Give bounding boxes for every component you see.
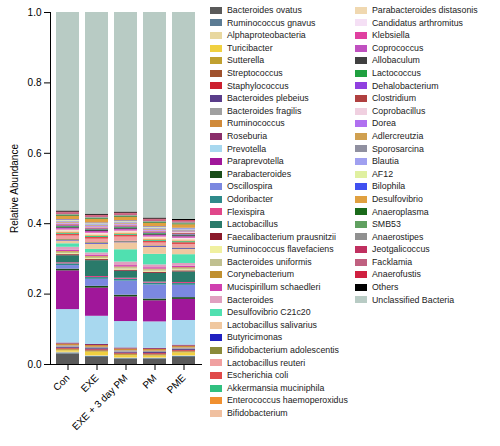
html-text:Klebsiella: Klebsiella (372, 30, 410, 41)
html-text:Parabacteroides distasonis: Parabacteroides distasonis (372, 5, 478, 15)
svg-text:0.2: 0.2 (28, 288, 42, 299)
html-text:Desulfovibrio C21c20: Desulfovibrio C21c20 (227, 307, 311, 318)
html-text:Anaerostipes: Anaerostipes (372, 231, 424, 242)
html-text:Candidatus arthromitus: Candidatus arthromitus (372, 17, 463, 28)
html-text:Anaeroplasma: Anaeroplasma (372, 206, 429, 217)
html-text:Parabacteroides: Parabacteroides (227, 168, 292, 179)
html-text:Bilophila: Bilophila (372, 181, 406, 192)
html-text:Dorea: Dorea (372, 118, 396, 129)
html-text:Jeotgalicoccus: Jeotgalicoccus (372, 244, 430, 255)
svg-text:EXE + 3 day PM: EXE + 3 day PM (70, 372, 130, 432)
html-text:Bacteroides plebeius: Bacteroides plebeius (227, 93, 309, 104)
html-text:Sporosarcina: Sporosarcina (372, 143, 424, 154)
html-text:Escherichia coli: Escherichia coli (227, 370, 289, 381)
html-text:Faecalibacterium prausnitzii: Faecalibacterium prausnitzii (227, 231, 336, 242)
html-text:Bifidobacterium adolescentis: Bifidobacterium adolescentis (227, 345, 339, 355)
html-text:Staphylococcus: Staphylococcus (227, 80, 289, 91)
html-text:Turicibacter: Turicibacter (227, 42, 273, 53)
html-text:Lactobacillus reuteri: Lactobacillus reuteri (227, 357, 306, 368)
svg-text:0.4: 0.4 (28, 218, 42, 229)
html-text:Bacteroides fragilis: Bacteroides fragilis (227, 105, 302, 116)
html-text:Anaerofustis: Anaerofustis (372, 269, 421, 280)
html-text:Unclassified Bacteria: Unclassified Bacteria (372, 294, 455, 305)
html-text:Coprococcus: Coprococcus (372, 42, 424, 53)
html-text:Ruminococcus flavefaciens: Ruminococcus flavefaciens (227, 244, 334, 255)
svg-text:Con: Con (51, 372, 72, 393)
html-text:Bacteroides ovatus: Bacteroides ovatus (227, 5, 302, 15)
svg-text:1.0: 1.0 (28, 7, 42, 18)
html-text:Dehalobacterium: Dehalobacterium (372, 80, 439, 91)
html-text:Adlercreutzia: Adlercreutzia (372, 130, 424, 141)
html-text:Alphaproteobacteria: Alphaproteobacteria (227, 30, 306, 41)
html-text:SMB53: SMB53 (372, 219, 401, 230)
html-text:Streptococcus: Streptococcus (227, 68, 283, 78)
html-text:Corynebacterium: Corynebacterium (227, 269, 294, 280)
html-text:Roseburia: Roseburia (227, 130, 268, 141)
html-text:Desulfovibrio: Desulfovibrio (372, 193, 423, 204)
html-text:Butyricimonas: Butyricimonas (227, 332, 283, 343)
html-text:Lactobacillus salivarius: Lactobacillus salivarius (227, 319, 317, 330)
html-text:Clostridium: Clostridium (372, 93, 416, 104)
svg-text:Relative Abundance: Relative Abundance (9, 144, 20, 233)
html-text:Flexispira: Flexispira (227, 206, 265, 217)
html-text:Enterococcus haemoperoxidus: Enterococcus haemoperoxidus (227, 395, 348, 406)
html-text:Lactococcus: Lactococcus (372, 68, 421, 78)
html-text:Bacteroides uniformis: Bacteroides uniformis (227, 256, 312, 267)
svg-text:0.0: 0.0 (28, 359, 42, 370)
html-text:Facklamia: Facklamia (372, 256, 413, 267)
html-text:Sutterella: Sutterella (227, 55, 265, 66)
html-text:AF12: AF12 (372, 168, 393, 179)
html-text:Akkermansia muciniphila: Akkermansia muciniphila (227, 382, 325, 393)
html-text:Ruminococcus gnavus: Ruminococcus gnavus (227, 17, 316, 28)
html-text:Bifidobacterium: Bifidobacterium (227, 408, 288, 418)
svg-text:0.8: 0.8 (28, 77, 42, 88)
html-text:Paraprevotella: Paraprevotella (227, 156, 284, 167)
svg-text:EXE: EXE (79, 372, 101, 394)
html-text:Bacteroides: Bacteroides (227, 294, 274, 305)
html-text:Prevotella: Prevotella (227, 143, 267, 154)
svg-text:PME: PME (165, 372, 188, 395)
html-text:Mucispirillum schaedleri: Mucispirillum schaedleri (227, 282, 321, 293)
svg-text:0.6: 0.6 (28, 148, 42, 159)
svg-text:PM: PM (140, 372, 158, 390)
html-text:Oscillospira: Oscillospira (227, 181, 273, 192)
html-text:Others: Others (372, 282, 399, 293)
html-text:Blautia: Blautia (372, 156, 399, 167)
html-text:Allobaculum: Allobaculum (372, 55, 420, 66)
html-text:Ruminococcus: Ruminococcus (227, 118, 285, 129)
html-text:Lactobacillus: Lactobacillus (227, 219, 278, 230)
html-text:Coprobacillus: Coprobacillus (372, 105, 426, 116)
html-text:Odoribacter: Odoribacter (227, 193, 273, 204)
